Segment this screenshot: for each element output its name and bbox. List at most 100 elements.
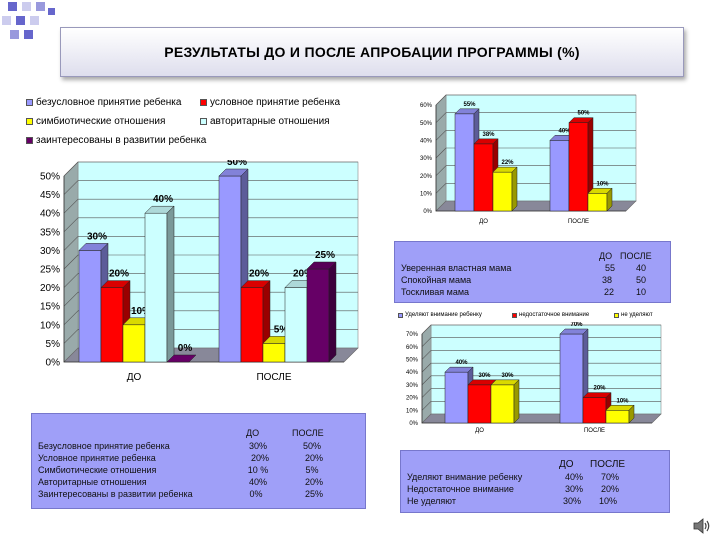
y-tick-label: 30%: [40, 246, 60, 257]
bar: [587, 193, 608, 212]
table-cell: 70%: [600, 472, 619, 482]
gridline: [63, 180, 79, 195]
plot-side-wall: [421, 324, 432, 424]
table-cell: 10 %: [247, 465, 269, 475]
x-tick-label: ДО: [475, 428, 484, 434]
y-tick-label: 50%: [40, 172, 60, 183]
bar: [559, 333, 584, 424]
legend-label: условное принятие ребенка: [210, 97, 341, 108]
table-parenting-attitudes: ДО ПОСЛЕ Безусловное принятие ребенка 30…: [31, 413, 366, 509]
bar: [218, 175, 242, 363]
slide-title: РЕЗУЛЬТАТЫ ДО И ПОСЛЕ АПРОБАЦИИ ПРОГРАММ…: [164, 44, 580, 60]
legend-item: недостаточное внимание: [512, 312, 589, 318]
table-row-label: Недостаточное внимание: [407, 484, 514, 494]
table-cell: 38: [601, 275, 612, 285]
gridline: [63, 254, 79, 270]
table-mother-types: ДО ПОСЛЕ Уверенная властная мама 55 40 С…: [394, 241, 671, 303]
table-row-label: Спокойная мама: [401, 275, 472, 285]
chart-attention: 0% 10% 20% 30% 40% 50% 60% 70% 40% 30% 30% ДО 70% 20%…: [406, 322, 662, 434]
y-tick-label: 20%: [406, 396, 419, 402]
data-label: 70%: [570, 322, 583, 328]
table-row-label: Тоскливая мама: [401, 287, 470, 297]
gridline: [421, 401, 432, 411]
data-label: 10%: [616, 398, 629, 404]
y-tick-label: 60%: [406, 345, 419, 351]
table-cell: 40: [635, 263, 646, 273]
table-header-before: ДО: [599, 251, 613, 261]
gridline: [421, 324, 432, 335]
bar: [262, 343, 286, 363]
table-header-before: ДО: [246, 428, 260, 438]
gridline: [63, 217, 79, 233]
gridline: [63, 291, 79, 307]
y-tick-label: 20%: [420, 174, 433, 180]
legend-label: заинтересованы в развитии ребенка: [36, 135, 207, 146]
table-row-label: Безусловное принятие ребенка: [38, 441, 170, 451]
gridline: [421, 375, 432, 386]
data-label: 25%: [315, 250, 335, 261]
table-cell: 0%: [249, 489, 263, 499]
table-cell: 20%: [304, 477, 323, 487]
legend-item: не уделяют: [614, 312, 653, 318]
table-attention: ДО ПОСЛЕ Уделяют внимание ребенку 40% 70…: [400, 450, 670, 513]
y-tick-label: 50%: [406, 358, 419, 364]
x-tick-label: ПОСЛЕ: [256, 372, 291, 383]
legend-swatch: [200, 99, 207, 106]
bar-side: [328, 261, 337, 363]
x-tick-label: ПОСЛЕ: [568, 219, 589, 225]
data-label: 50%: [227, 160, 247, 168]
bar: [100, 287, 124, 363]
table-header-after: ПОСЛЕ: [620, 251, 652, 261]
gridline: [63, 273, 79, 288]
legend-swatch: [512, 312, 517, 318]
table-cell: 40%: [564, 472, 583, 482]
legend-swatch: [614, 312, 619, 318]
data-label: 20%: [593, 386, 606, 392]
data-label: 40%: [558, 128, 571, 134]
y-tick-label: 0%: [409, 421, 418, 427]
bar-side: [513, 379, 520, 424]
bar: [122, 324, 146, 363]
legend-label: симбиотические отношения: [36, 116, 166, 127]
bar: [454, 113, 475, 212]
data-label: 0%: [178, 343, 193, 354]
legend-swatch: [26, 118, 33, 125]
data-label: 30%: [478, 373, 491, 379]
y-tick-label: 5%: [46, 339, 61, 350]
gridline: [421, 362, 432, 373]
table-cell: 22: [603, 287, 614, 297]
legend-swatch: [26, 99, 33, 106]
data-label: 22%: [501, 160, 514, 166]
legend-label: не уделяют: [621, 312, 653, 318]
data-label: 50%: [577, 111, 590, 117]
x-tick-label: ДО: [127, 372, 142, 383]
table-row-label: Уделяют внимание ребенку: [407, 472, 523, 482]
legend-label: Уделяют внимание ребенку: [405, 312, 482, 318]
bar: [490, 384, 515, 424]
table-header-before: ДО: [559, 459, 574, 470]
table-cell: 5%: [305, 465, 319, 475]
table-row-label: Уверенная властная мама: [401, 263, 512, 273]
table-cell: 10%: [598, 496, 617, 506]
y-tick-label: 50%: [420, 121, 433, 127]
bar-side: [606, 187, 613, 212]
bar: [605, 410, 630, 424]
bar: [444, 371, 469, 424]
y-tick-label: 20%: [40, 283, 60, 294]
table-cell: 10: [635, 287, 646, 297]
speaker-icon[interactable]: [693, 518, 711, 534]
data-label: 20%: [293, 269, 313, 280]
gridline: [435, 183, 447, 194]
bar: [492, 171, 513, 212]
y-tick-label: 10%: [406, 408, 419, 414]
legend-swatch: [398, 312, 403, 318]
table-row-label: Не уделяют: [407, 496, 456, 506]
data-label: 30%: [501, 373, 514, 379]
bar: [549, 140, 570, 212]
y-tick-label: 40%: [40, 209, 60, 220]
gridline: [435, 130, 447, 141]
table-header-after: ПОСЛЕ: [590, 459, 626, 470]
table-row-label: Условное принятие ребенка: [38, 453, 156, 463]
bar: [78, 250, 102, 363]
table-cell: 30%: [248, 441, 267, 451]
